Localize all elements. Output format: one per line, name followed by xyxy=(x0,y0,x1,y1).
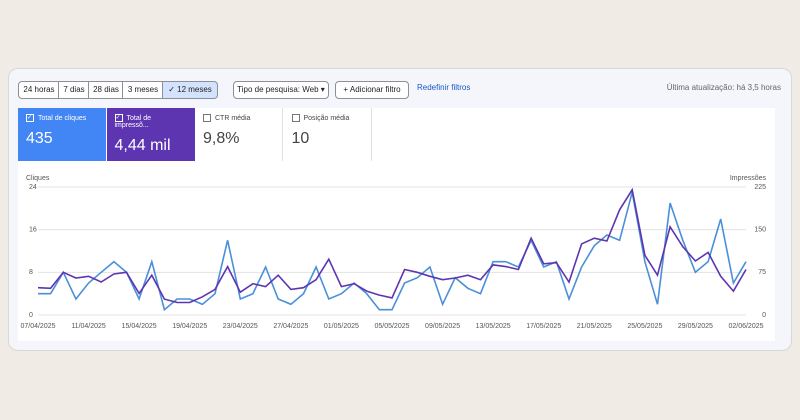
y2-axis-title: Impressões xyxy=(730,175,767,182)
x-tick-label: 02/06/2025 xyxy=(728,323,763,330)
metric-label: Posição média xyxy=(303,114,350,122)
checkbox[interactable] xyxy=(291,114,300,122)
x-tick-label: 19/04/2025 xyxy=(172,323,207,330)
metric-label: Total de impressõ... xyxy=(114,114,152,129)
range-label: 28 dias xyxy=(93,85,119,94)
range-label: 3 meses xyxy=(127,85,159,94)
range-button[interactable]: ✓ 12 meses xyxy=(162,81,218,99)
x-tick-label: 21/05/2025 xyxy=(577,323,612,330)
y2-tick-label: 150 xyxy=(754,227,766,234)
check-icon: ✓ xyxy=(168,85,178,94)
range-label: 24 horas xyxy=(23,85,55,94)
reset-link[interactable]: Redefinir filtros xyxy=(417,83,471,92)
y2-tick-label: 225 xyxy=(754,184,766,191)
metric-value: 10 xyxy=(291,130,310,147)
x-tick-label: 09/05/2025 xyxy=(425,323,460,330)
x-tick-label: 27/04/2025 xyxy=(273,323,308,330)
metric-value: 4,44 mil xyxy=(114,137,171,154)
metric-card[interactable]: CTR média 9,8% xyxy=(195,108,283,161)
metric-label: Total de cliques xyxy=(38,114,87,122)
checkbox[interactable]: ✓ xyxy=(26,114,34,122)
search-type-text: Tipo de pesquisa: Web xyxy=(237,85,319,94)
range-label: 7 dias xyxy=(63,85,85,94)
x-tick-label: 11/04/2025 xyxy=(71,323,106,330)
series-line xyxy=(37,187,747,304)
x-tick-label: 07/04/2025 xyxy=(20,323,55,330)
y-tick-label: 16 xyxy=(29,227,37,234)
metric-card[interactable]: Posição média 10 xyxy=(283,108,372,161)
panel: 24 horas 7 dias 28 dias 3 meses ✓ 12 meses T… xyxy=(8,68,792,351)
metric-label: CTR média xyxy=(215,114,251,122)
x-tick-label: 25/05/2025 xyxy=(627,323,662,330)
chart: Cliques Impressões 0 8 16 24 0 75 150 225 07/04/… xyxy=(20,175,767,330)
metric-value: 435 xyxy=(26,130,53,147)
metric-card[interactable]: ✓ Total de cliques 435 xyxy=(18,108,106,161)
x-tick-label: 23/04/2025 xyxy=(223,323,258,330)
x-tick-label: 13/05/2025 xyxy=(476,323,511,330)
y-axis-title: Cliques xyxy=(26,175,50,182)
x-tick-label: 01/05/2025 xyxy=(324,323,359,330)
checkbox[interactable] xyxy=(203,114,211,122)
metric-header: ✓ Total de cliques xyxy=(26,114,98,122)
x-tick-label: 05/05/2025 xyxy=(374,323,409,330)
y2-tick-label: 75 xyxy=(758,269,766,276)
range-button[interactable]: 3 meses xyxy=(122,81,164,99)
metric-card[interactable]: ✓ Total de impressõ... 4,44 mil xyxy=(106,108,195,161)
last-update: Última atualização: há 3,5 horas xyxy=(666,83,781,92)
x-tick-label: 29/05/2025 xyxy=(678,323,713,330)
add-filter-button[interactable]: + Adicionar filtro xyxy=(335,81,409,99)
range-label: 12 meses xyxy=(177,85,212,94)
y-tick-label: 0 xyxy=(29,312,33,319)
y-tick-label: 24 xyxy=(29,184,37,191)
series-line xyxy=(38,192,747,312)
search-type-button[interactable]: Tipo de pesquisa: Web ▾ xyxy=(233,81,329,99)
y-tick-label: 8 xyxy=(29,269,33,276)
metric-value: 9,8% xyxy=(203,130,240,147)
x-tick-label: 15/04/2025 xyxy=(122,323,157,330)
metric-header: Posição média xyxy=(291,114,363,122)
y2-tick-label: 0 xyxy=(762,312,766,319)
add-filter-text: Adicionar filtro xyxy=(349,85,401,94)
metric-header: CTR média xyxy=(203,114,274,122)
x-tick-label: 17/05/2025 xyxy=(526,323,561,330)
metric-header: ✓ Total de impressõ... xyxy=(114,114,187,129)
